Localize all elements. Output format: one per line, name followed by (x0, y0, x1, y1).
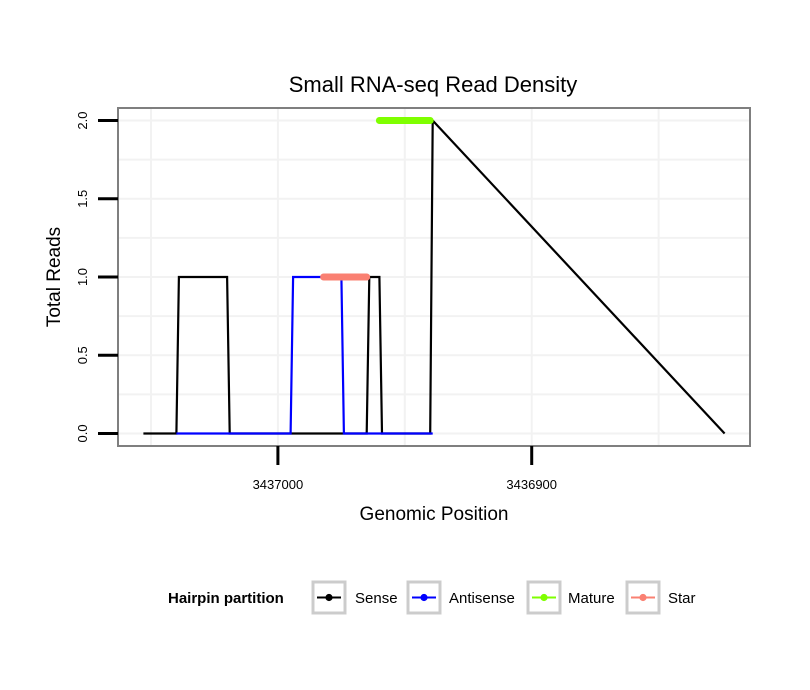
y-tick-label: 0.0 (75, 424, 90, 442)
y-tick-label: 2.0 (75, 111, 90, 129)
x-tick-label: 3436900 (506, 477, 557, 492)
legend-title: Hairpin partition (168, 590, 284, 607)
series-line-antisense (176, 275, 433, 435)
x-tick-label: 3437000 (253, 477, 304, 492)
legend-item-star: Star (625, 580, 696, 615)
legend-item-mature: Mature (526, 580, 615, 615)
legend-key-dot (420, 593, 428, 602)
legend-item-sense: Sense (311, 580, 398, 615)
legend-label: Sense (355, 590, 398, 607)
y-tick-label: 1.5 (75, 190, 90, 208)
y-tick-label: 0.5 (75, 346, 90, 364)
legend: Hairpin partition Sense Antisense Mature St… (168, 580, 696, 615)
y-axis-title: Total Reads (44, 227, 65, 327)
x-axis-title: Genomic Position (360, 504, 509, 525)
x-axis: 3437000 3436900 (253, 446, 557, 492)
legend-key-dot (540, 593, 548, 602)
legend-key-dot (325, 593, 333, 602)
legend-item-antisense: Antisense (406, 580, 515, 615)
y-tick-label: 1.0 (75, 268, 90, 286)
legend-label: Mature (568, 590, 615, 607)
legend-label: Antisense (449, 590, 515, 607)
chart-title: Small RNA-seq Read Density (289, 72, 578, 97)
legend-key-dot (639, 593, 647, 602)
legend-label: Star (668, 590, 696, 607)
series-group (143, 117, 726, 435)
y-axis: 0.0 0.5 1.0 1.5 2.0 (75, 111, 118, 443)
legend-key (526, 580, 562, 615)
